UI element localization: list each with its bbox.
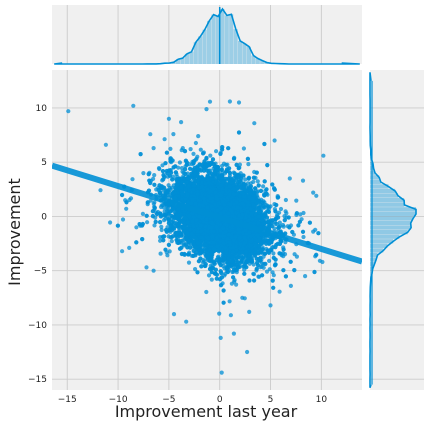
y-tick-label: −5 [34, 267, 47, 277]
y-tick-label: 5 [41, 158, 47, 168]
scatter-point [263, 262, 267, 266]
x-tick-label: 10 [316, 395, 328, 405]
scatter-point [261, 184, 265, 188]
scatter-point [243, 177, 247, 181]
scatter-point [228, 299, 232, 303]
scatter-point [204, 290, 208, 294]
scatter-point [256, 179, 260, 183]
scatter-point [171, 132, 175, 136]
scatter-point [208, 154, 212, 158]
scatter-point [98, 188, 102, 192]
scatter-point [199, 148, 203, 152]
y-tick-label: 0 [41, 212, 47, 222]
scatter-point [268, 267, 272, 271]
scatter-point [278, 290, 282, 294]
scatter-point [163, 137, 167, 141]
scatter-point [272, 273, 276, 277]
scatter-point [267, 259, 271, 263]
scatter-point [207, 273, 211, 277]
scatter-point [189, 147, 193, 151]
scatter-point [152, 173, 156, 177]
scatter-point [141, 212, 145, 216]
scatter-point [167, 234, 171, 238]
scatter-point [191, 152, 195, 156]
scatter-point [165, 253, 169, 257]
scatter-point [168, 147, 172, 151]
scatter-point [148, 132, 152, 136]
scatter-point [279, 207, 283, 211]
scatter-point [214, 149, 218, 153]
scatter-point [170, 239, 174, 243]
scatter-point [282, 225, 286, 229]
scatter-point [159, 225, 163, 229]
y-tick-label: −10 [28, 321, 47, 331]
scatter-point [284, 198, 288, 202]
y-tick-label: 10 [36, 104, 48, 114]
scatter-point [141, 171, 145, 175]
scatter-point [217, 312, 221, 316]
scatter-point [178, 160, 182, 164]
scatter-point [121, 217, 125, 221]
scatter-point [210, 278, 214, 282]
x-tick-label: −15 [58, 395, 77, 405]
y-tick-label: −15 [28, 375, 47, 385]
scatter-point [157, 166, 161, 170]
